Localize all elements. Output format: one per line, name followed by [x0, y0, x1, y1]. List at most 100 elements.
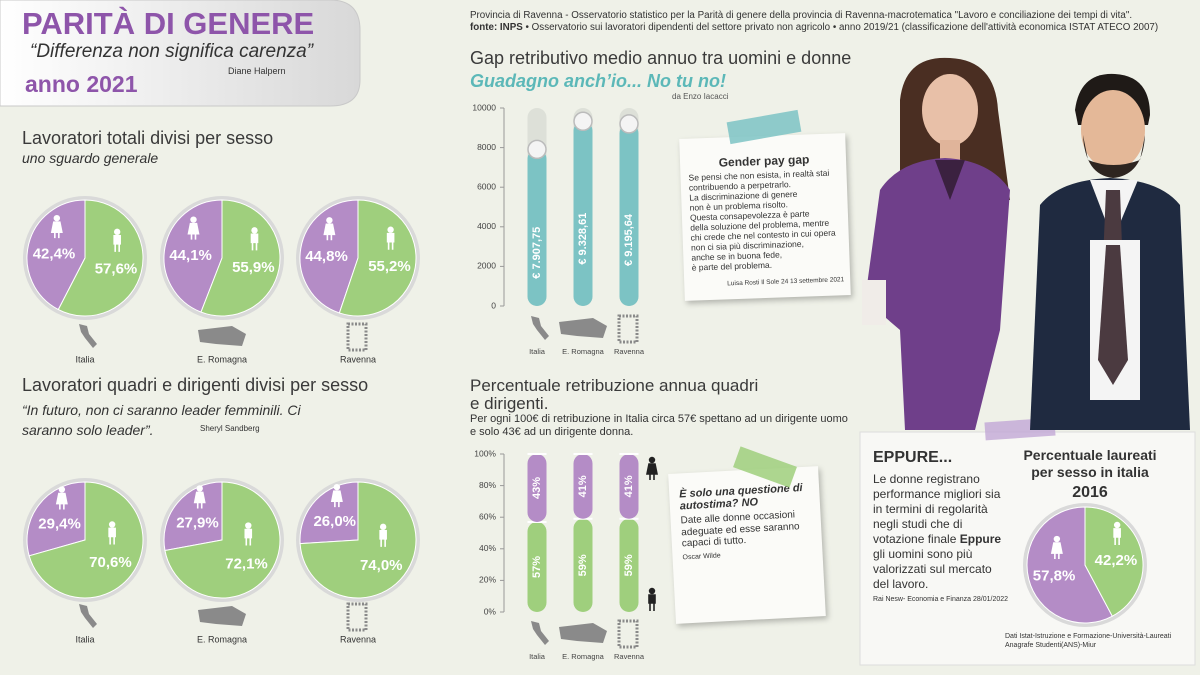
category-label: Ravenna	[340, 634, 376, 644]
pie-slice	[163, 481, 223, 552]
pie-slice	[26, 199, 86, 311]
female-icon	[55, 486, 68, 510]
region-icon	[617, 619, 639, 649]
bar-segment	[619, 454, 639, 519]
icon-head	[333, 483, 341, 491]
section-subtitle: uno sguardo generale	[22, 150, 159, 166]
pie-slice	[1026, 506, 1113, 624]
chart-source: Dati Istat-Istruzione e Formazione-Unive…	[1005, 633, 1172, 649]
female-icon	[1050, 535, 1063, 560]
value-label: 43%	[531, 477, 543, 499]
icon-body	[1050, 542, 1063, 560]
icon-head	[58, 486, 66, 493]
male-icon	[113, 228, 121, 252]
bar	[619, 123, 639, 306]
value-label: 27,9%	[176, 515, 219, 532]
value-label: 29,4%	[38, 516, 81, 533]
icon-head	[379, 523, 387, 531]
bar-segment	[573, 518, 593, 612]
icon-body	[330, 490, 343, 508]
icon-head	[245, 522, 252, 529]
subtitle-author: da Enzo Iacacci	[672, 92, 729, 101]
note-source: Luisa Rosti Il Sole 24 13 settembre 2021	[727, 276, 845, 288]
icon-body	[386, 232, 395, 250]
icon-body	[108, 527, 116, 545]
region-icon	[198, 606, 246, 626]
value-label: 59%	[577, 554, 589, 576]
value-label: € 9.195,64	[623, 213, 635, 266]
pie-slice	[299, 481, 359, 545]
source-line: Provincia di Ravenna - Osservatorio stat…	[470, 10, 1133, 21]
bar-segment	[527, 521, 547, 612]
bar-segment	[619, 518, 639, 612]
eppure-line: gli uomini sono più valorizzati sul merc…	[873, 547, 992, 591]
header-quote: “Differenza non significa carenza”	[30, 41, 314, 62]
pie-ring	[296, 196, 420, 320]
icon-body	[55, 492, 68, 510]
icon-head	[387, 226, 394, 233]
source-label: fonte: INPS	[470, 22, 523, 33]
region-icon	[198, 326, 246, 346]
pie-slice	[164, 481, 281, 599]
value-label: 55,9%	[232, 259, 275, 276]
icon-head	[251, 227, 258, 234]
y-tick-label: 0	[491, 300, 496, 310]
icon-head	[53, 214, 61, 222]
category-label: Italia	[529, 347, 546, 356]
section-quote: “In futuro, non ci saranno leader femmin…	[22, 402, 301, 438]
section-subtitle: 2016	[1072, 484, 1108, 501]
y-tick-label: 80%	[479, 480, 496, 490]
male-icon	[108, 521, 116, 545]
section-subtitle: Per ogni 100€ di retribuzione in Italia …	[470, 413, 848, 438]
pay-gap-note: Gender pay gap Se pensi che non esista, …	[679, 133, 851, 301]
bar	[573, 121, 593, 307]
year: anno 2021	[25, 71, 138, 97]
note-title: È solo una questione di autostima? NO	[678, 482, 803, 512]
icon-body	[250, 233, 259, 251]
male-icon	[250, 227, 259, 251]
y-tick-label: 60%	[479, 511, 496, 521]
icon-head	[196, 485, 203, 492]
source: Provincia di Ravenna - Osservatorio stat…	[470, 10, 1195, 34]
pie-slice	[299, 481, 417, 599]
value-label: 59%	[623, 554, 635, 576]
female-icon	[330, 483, 343, 508]
category-label: Italia	[75, 634, 94, 644]
pie-ring	[1023, 503, 1147, 627]
male-icon	[648, 587, 656, 611]
value-label: € 7.907,75	[531, 227, 543, 279]
main-title: PARITÀ DI GENERE	[22, 6, 315, 41]
pie-ring	[23, 196, 147, 320]
y-tick-label: 20%	[479, 575, 496, 585]
pie-ring	[23, 478, 147, 602]
value-label: 57%	[531, 556, 543, 578]
category-label: Italia	[75, 354, 94, 364]
photo-man	[1030, 73, 1190, 430]
category-label: E. Romagna	[562, 347, 605, 356]
y-tick-label: 2000	[477, 261, 496, 271]
region-icon	[559, 318, 607, 338]
pie-ring	[296, 478, 420, 602]
y-tick-label: 100%	[474, 448, 496, 458]
male-icon	[244, 522, 253, 546]
y-tick-label: 40%	[479, 543, 496, 553]
value-label: 41%	[623, 475, 635, 497]
value-label: € 9.328,61	[577, 213, 589, 265]
section-subtitle: Guadagno anch’io... No tu no!	[470, 71, 726, 91]
pie-slice	[57, 199, 144, 317]
female-icon	[193, 485, 206, 509]
icon-body	[113, 235, 121, 252]
y-tick-label: 0%	[484, 606, 497, 616]
photo-woman	[862, 57, 1010, 430]
section-title: Lavoratori quadri e dirigenti divisi per…	[22, 375, 369, 395]
region-icon	[346, 602, 368, 632]
pie-ring	[160, 478, 284, 602]
icon-body	[244, 528, 253, 546]
bar-knob	[619, 114, 639, 134]
pie-slice	[299, 199, 359, 314]
icon-head	[1053, 535, 1061, 543]
icon-body	[648, 594, 656, 611]
value-label: 42,4%	[33, 245, 76, 262]
eppure-text: Le donne registrano performance migliori…	[873, 472, 1005, 592]
